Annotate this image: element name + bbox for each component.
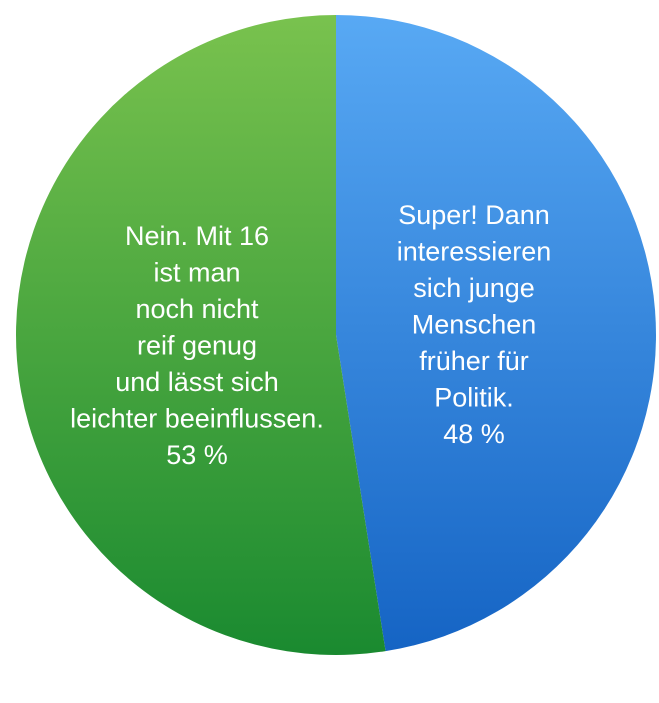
slice-label-line: Nein. Mit 16 — [125, 221, 269, 251]
pie-labels: Super! Dann interessieren sich junge Mensch… — [70, 200, 551, 470]
slice-label-line: und lässt sich — [115, 367, 279, 397]
slice-label-line: Menschen — [412, 310, 537, 340]
slice-label-line: noch nicht — [135, 294, 259, 324]
slice-label-line: interessieren — [397, 237, 552, 267]
slice-label-line: Super! Dann — [398, 200, 550, 230]
slice-value-label-1: 53 % — [166, 440, 228, 470]
slice-label-line: ist man — [153, 258, 240, 288]
pie-slices — [16, 15, 657, 655]
slice-label-line: Politik. — [434, 383, 514, 413]
slice-label-0: Super! Dann interessieren sich junge Mensch… — [397, 200, 552, 449]
slice-label-1: Nein. Mit 16 ist man noch nicht reif genug u… — [70, 221, 324, 470]
pie-slice-1 — [16, 15, 386, 655]
slice-label-line: sich junge — [413, 273, 535, 303]
slice-value-label-0: 48 % — [443, 419, 505, 449]
slice-label-line: reif genug — [137, 331, 257, 361]
slice-label-line: leichter beeinflussen. — [70, 404, 324, 434]
pie-slice-0 — [336, 15, 657, 652]
slice-label-line: früher für — [419, 346, 529, 376]
